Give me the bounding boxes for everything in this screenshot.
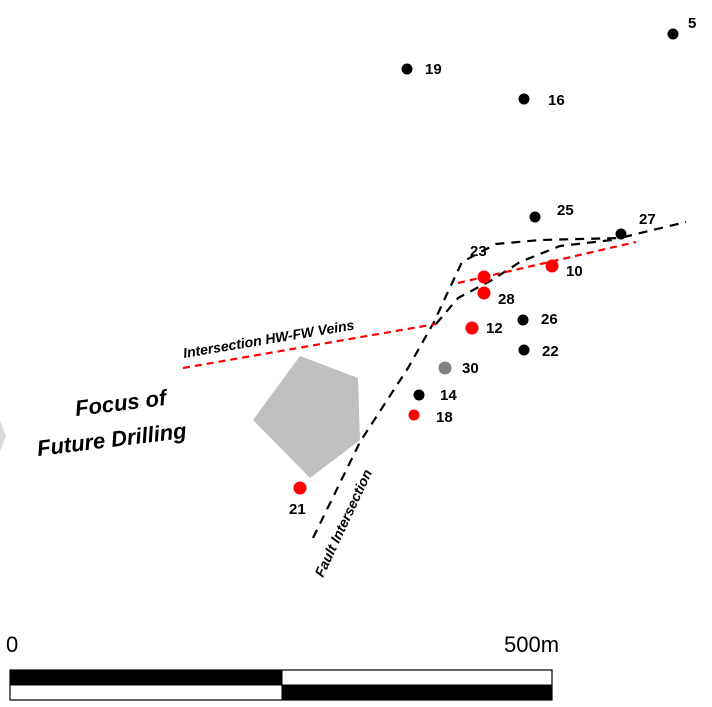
drill-hole-label: 10 bbox=[566, 263, 583, 280]
drill-hole-marker bbox=[545, 259, 559, 273]
drill-hole-19[interactable]: 19 bbox=[401, 61, 442, 78]
drill-hole-label: 5 bbox=[688, 15, 696, 32]
drill-hole-marker bbox=[438, 361, 452, 375]
drill-hole-marker bbox=[408, 409, 420, 421]
drill-hole-marker bbox=[615, 228, 627, 240]
scale-segment-bottom-left bbox=[9, 684, 283, 701]
drill-hole-marker bbox=[413, 389, 425, 401]
scale-bar: 0 500m bbox=[6, 632, 559, 701]
drill-hole-16[interactable]: 16 bbox=[518, 92, 565, 109]
drill-hole-label: 18 bbox=[436, 409, 453, 426]
vein-intersection-label: Intersection HW-FW Veins bbox=[182, 317, 356, 361]
drill-hole-label: 27 bbox=[639, 211, 656, 228]
focus-arrow bbox=[253, 356, 360, 478]
drill-hole-label: 12 bbox=[486, 320, 503, 337]
drill-hole-marker bbox=[518, 344, 530, 356]
drill-hole-marker bbox=[517, 314, 529, 326]
drill-hole-25[interactable]: 25 bbox=[529, 202, 574, 223]
drill-hole-label: 28 bbox=[498, 291, 515, 308]
drill-hole-label: 16 bbox=[548, 92, 565, 109]
drill-hole-26[interactable]: 26 bbox=[517, 311, 558, 328]
drill-hole-marker bbox=[667, 28, 679, 40]
drill-hole-marker bbox=[477, 270, 491, 284]
drill-hole-label: 21 bbox=[289, 501, 306, 518]
drill-hole-12[interactable]: 12 bbox=[465, 320, 503, 337]
drill-hole-21[interactable]: 21 bbox=[289, 481, 307, 519]
scale-segment-top-left bbox=[10, 670, 282, 685]
scale-segment-bottom-right bbox=[282, 685, 552, 700]
drill-hole-marker bbox=[465, 321, 479, 335]
drill-hole-28[interactable]: 28 bbox=[477, 286, 515, 309]
drill-hole-22[interactable]: 22 bbox=[518, 343, 559, 360]
drill-hole-27[interactable]: 27 bbox=[615, 211, 656, 240]
drill-hole-label: 23 bbox=[470, 243, 487, 260]
drill-hole-marker bbox=[401, 63, 413, 75]
left-edge-fragment bbox=[0, 420, 6, 452]
drill-hole-23[interactable]: 23 bbox=[470, 243, 491, 284]
drill-hole-30[interactable]: 30 bbox=[438, 360, 479, 377]
drill-hole-label: 26 bbox=[541, 311, 558, 328]
focus-label-line2: Future Drilling bbox=[36, 418, 189, 461]
drill-hole-18[interactable]: 18 bbox=[408, 409, 453, 426]
drill-hole-14[interactable]: 14 bbox=[413, 387, 458, 404]
drill-hole-label: 22 bbox=[542, 343, 559, 360]
drill-hole-marker bbox=[529, 211, 541, 223]
focus-label-line1: Focus of bbox=[74, 385, 171, 421]
drill-hole-label: 14 bbox=[440, 387, 457, 404]
vein-line-west bbox=[182, 322, 437, 370]
scale-outline bbox=[9, 669, 553, 701]
fault-intersection-lines bbox=[312, 220, 687, 539]
drill-hole-marker bbox=[518, 93, 530, 105]
drill-hole-marker bbox=[477, 286, 491, 300]
scale-segment-top-right bbox=[281, 669, 553, 686]
scale-end-label: 500m bbox=[504, 632, 559, 657]
drill-hole-5[interactable]: 5 bbox=[667, 15, 697, 40]
fault-line-west bbox=[312, 220, 687, 539]
drill-hole-marker bbox=[293, 481, 307, 495]
drill-hole-label: 25 bbox=[557, 202, 574, 219]
scale-start-label: 0 bbox=[6, 632, 18, 657]
drill-hole-label: 19 bbox=[425, 61, 442, 78]
drill-hole-10[interactable]: 10 bbox=[545, 259, 583, 281]
drill-hole-label: 30 bbox=[462, 360, 479, 377]
